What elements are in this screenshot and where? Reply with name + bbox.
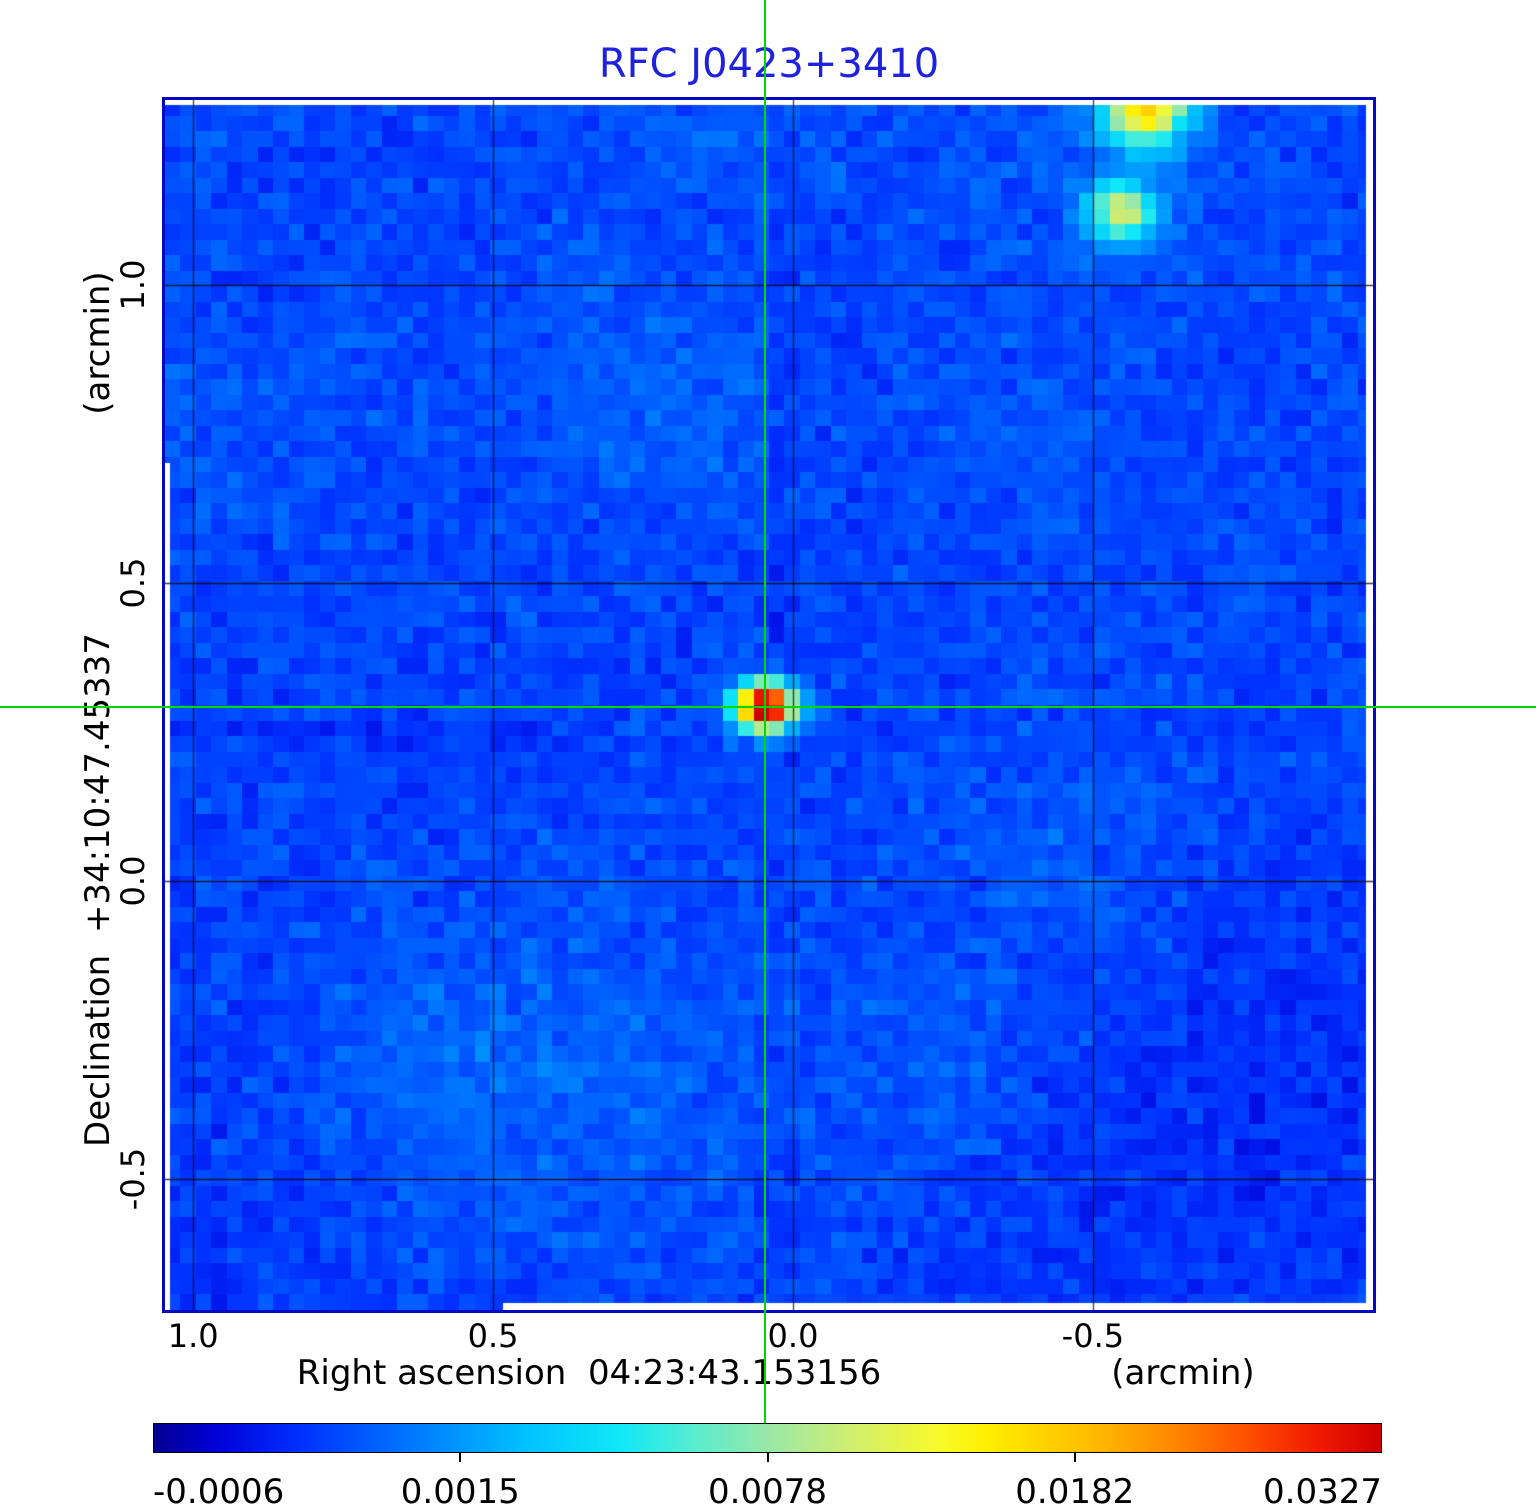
colorbar-tick-label: 0.0015 [400, 1472, 520, 1511]
y-tick-label: 0.0 [114, 855, 152, 907]
colorbar-gradient [153, 1423, 1382, 1453]
colorbar-tick-mark [459, 1453, 462, 1462]
x-axis-coordinate-value: 04:23:43.153156 [587, 1353, 882, 1393]
y-axis-label: Declination +34:10:47.45337 [78, 633, 118, 1147]
x-tick-label: 0.5 [467, 1317, 519, 1355]
y-axis-unit: (arcmin) [78, 271, 118, 415]
radio-map-heatmap [165, 100, 1373, 1310]
y-axis-label-text: Declination [78, 954, 118, 1147]
colorbar-tick-label: 0.0327 [1263, 1472, 1382, 1511]
figure-title: RFC J0423+3410 [598, 41, 940, 87]
y-axis-coordinate-value: +34:10:47.45337 [78, 633, 118, 934]
plot-frame [162, 97, 1376, 1313]
x-tick-label: 0.0 [767, 1317, 819, 1355]
crosshair-horizontal-line [0, 706, 1536, 708]
x-tick-label: -0.5 [1061, 1317, 1125, 1355]
y-tick-label: 0.5 [114, 557, 152, 609]
crosshair-vertical-line [764, 0, 766, 1423]
x-axis-label: Right ascension 04:23:43.153156 [297, 1353, 882, 1393]
x-axis-unit: (arcmin) [1111, 1353, 1255, 1393]
y-tick-label: -0.5 [114, 1147, 152, 1211]
colorbar-tick-mark [766, 1453, 769, 1462]
x-tick-label: 1.0 [167, 1317, 219, 1355]
colorbar-tick-label: 0.0182 [1015, 1472, 1135, 1511]
colorbar-tick-label: 0.0078 [708, 1472, 827, 1511]
x-axis-label-text: Right ascension [296, 1353, 567, 1393]
y-tick-label: 1.0 [114, 259, 152, 311]
colorbar-tick-mark [1073, 1453, 1076, 1462]
colorbar-tick-label: -0.0006 [153, 1472, 285, 1511]
